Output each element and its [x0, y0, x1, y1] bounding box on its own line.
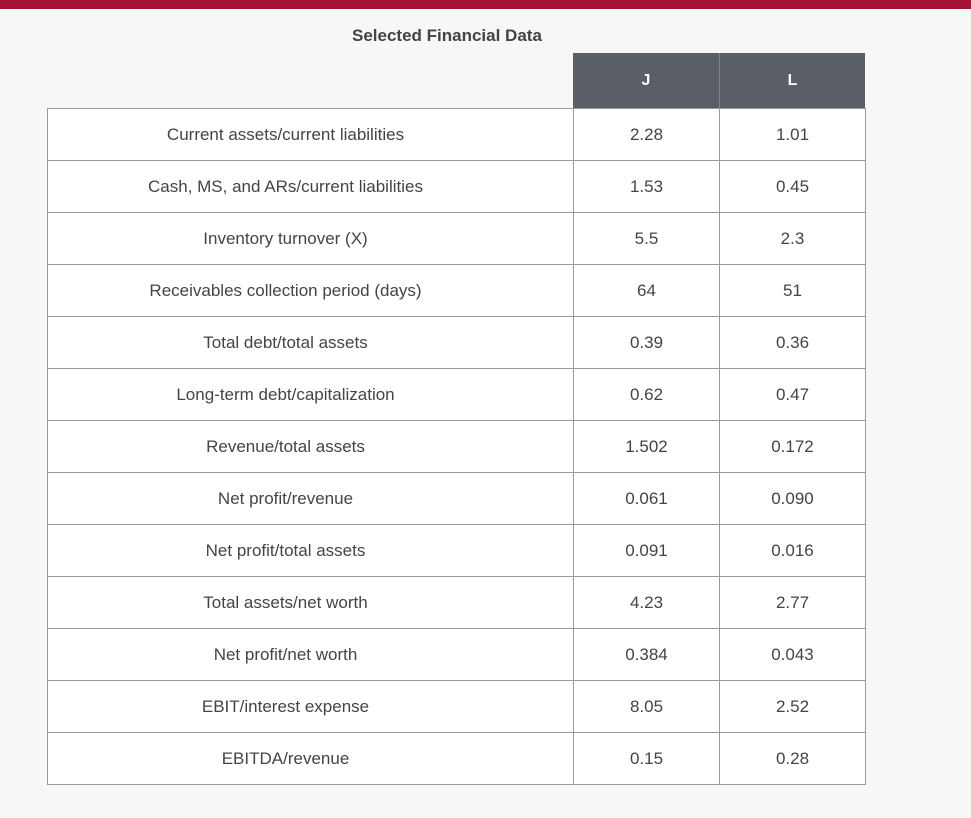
- row-label: Cash, MS, and ARs/current liabilities: [47, 160, 574, 213]
- value-l: 1.01: [719, 108, 866, 161]
- value-j: 0.39: [573, 316, 720, 369]
- value-l: 0.36: [719, 316, 866, 369]
- table-row: Inventory turnover (X) 5.5 2.3: [47, 212, 866, 265]
- table-row: Long-term debt/capitalization 0.62 0.47: [47, 368, 866, 421]
- table-row: Net profit/net worth 0.384 0.043: [47, 628, 866, 681]
- financial-data-table: Current assets/current liabilities 2.28 …: [47, 108, 866, 785]
- table-row: Current assets/current liabilities 2.28 …: [47, 108, 866, 161]
- value-j: 0.15: [573, 732, 720, 785]
- value-j: 0.091: [573, 524, 720, 577]
- value-j: 2.28: [573, 108, 720, 161]
- table-title: Selected Financial Data: [352, 26, 542, 45]
- table-row: Total assets/net worth 4.23 2.77: [47, 576, 866, 629]
- value-l: 2.3: [719, 212, 866, 265]
- table-row: Total debt/total assets 0.39 0.36: [47, 316, 866, 369]
- row-label: Net profit/net worth: [47, 628, 574, 681]
- value-l: 0.090: [719, 472, 866, 525]
- column-header-l: L: [719, 53, 865, 108]
- value-l: 0.28: [719, 732, 866, 785]
- value-j: 0.384: [573, 628, 720, 681]
- row-label: Long-term debt/capitalization: [47, 368, 574, 421]
- row-label: Receivables collection period (days): [47, 264, 574, 317]
- row-label: Net profit/revenue: [47, 472, 574, 525]
- value-j: 1.502: [573, 420, 720, 473]
- value-j: 8.05: [573, 680, 720, 733]
- value-l: 0.45: [719, 160, 866, 213]
- value-l: 0.043: [719, 628, 866, 681]
- value-l: 2.52: [719, 680, 866, 733]
- value-l: 2.77: [719, 576, 866, 629]
- top-accent-bar: [0, 0, 971, 9]
- value-j: 4.23: [573, 576, 720, 629]
- value-l: 0.172: [719, 420, 866, 473]
- column-header-j: J: [573, 53, 719, 108]
- table-row: EBITDA/revenue 0.15 0.28: [47, 732, 866, 785]
- value-j: 0.62: [573, 368, 720, 421]
- value-l: 51: [719, 264, 866, 317]
- row-label: Total debt/total assets: [47, 316, 574, 369]
- row-label: Inventory turnover (X): [47, 212, 574, 265]
- value-j: 5.5: [573, 212, 720, 265]
- table-row: Revenue/total assets 1.502 0.172: [47, 420, 866, 473]
- row-label: Current assets/current liabilities: [47, 108, 574, 161]
- table-row: Net profit/revenue 0.061 0.090: [47, 472, 866, 525]
- value-j: 64: [573, 264, 720, 317]
- table-row: Receivables collection period (days) 64 …: [47, 264, 866, 317]
- table-row: EBIT/interest expense 8.05 2.52: [47, 680, 866, 733]
- value-j: 1.53: [573, 160, 720, 213]
- value-l: 0.47: [719, 368, 866, 421]
- row-label: EBITDA/revenue: [47, 732, 574, 785]
- value-j: 0.061: [573, 472, 720, 525]
- row-label: Total assets/net worth: [47, 576, 574, 629]
- row-label: EBIT/interest expense: [47, 680, 574, 733]
- row-label: Revenue/total assets: [47, 420, 574, 473]
- row-label: Net profit/total assets: [47, 524, 574, 577]
- table-row: Cash, MS, and ARs/current liabilities 1.…: [47, 160, 866, 213]
- table-row: Net profit/total assets 0.091 0.016: [47, 524, 866, 577]
- value-l: 0.016: [719, 524, 866, 577]
